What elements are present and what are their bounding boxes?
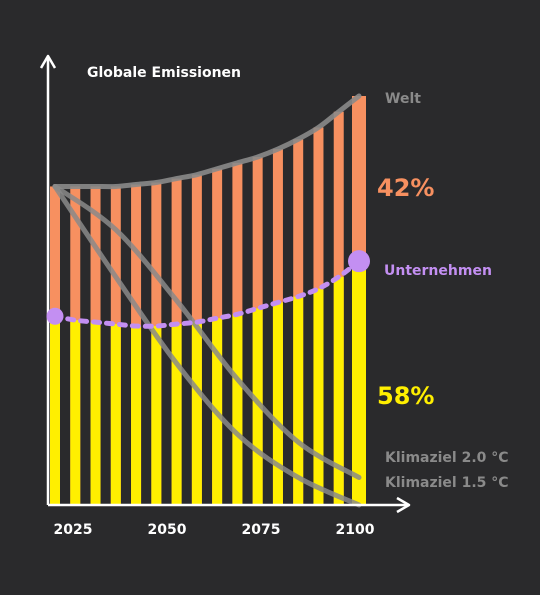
bar-unternehmen-2095 (333, 276, 344, 505)
bar-unternehmen-2025 (50, 316, 60, 505)
pathway-lines (52, 183, 362, 508)
pathway-line-2-0 (52, 183, 362, 480)
unternehmen-end-marker (348, 250, 370, 273)
bar-unternehmen-2055 (171, 324, 182, 505)
bar-unternehmen-2035 (90, 322, 101, 505)
welt-label: Welt (385, 91, 421, 107)
bar-unternehmen-2100 (352, 261, 366, 505)
pathway-line-1-5 (52, 183, 362, 508)
unternehmen-label: Unternehmen (384, 263, 492, 279)
bar-unternehmen-2060 (191, 322, 202, 505)
x-tick-label-2025: 2025 (54, 522, 93, 538)
y-axis-arrow (39, 54, 57, 69)
bar-unternehmen-2045 (131, 326, 142, 505)
bar-unternehmen-2070 (232, 314, 243, 505)
klimaziel-15-label: Klimaziel 1.5 °C (385, 475, 509, 491)
klimaziel-20-label: Klimaziel 2.0 °C (385, 450, 509, 466)
bar-unternehmen-2075 (252, 308, 263, 505)
x-tick-label-2050: 2050 (148, 522, 187, 538)
share-welt-label: 42% (377, 174, 434, 202)
welt-curve (52, 93, 362, 190)
unternehmen-markers (46, 250, 370, 325)
unternehmen-start-marker (46, 307, 64, 325)
bar-unternehmen-2050 (151, 326, 162, 505)
unternehmen-bars (50, 261, 366, 505)
share-unternehmen-label: 58% (377, 382, 434, 410)
chart-title: Globale Emissionen (87, 65, 241, 81)
x-tick-label-2100: 2100 (336, 522, 375, 538)
bar-unternehmen-2085 (293, 296, 304, 505)
outline-curves (52, 93, 362, 329)
bar-unternehmen-2090 (313, 288, 324, 505)
bar-unternehmen-2040 (110, 324, 121, 505)
unternehmen-curve (52, 258, 362, 329)
bar-unternehmen-2080 (272, 302, 283, 505)
x-tick-label-2075: 2075 (242, 522, 281, 538)
bar-unternehmen-2030 (70, 320, 81, 505)
x-axis-arrow (396, 496, 411, 514)
